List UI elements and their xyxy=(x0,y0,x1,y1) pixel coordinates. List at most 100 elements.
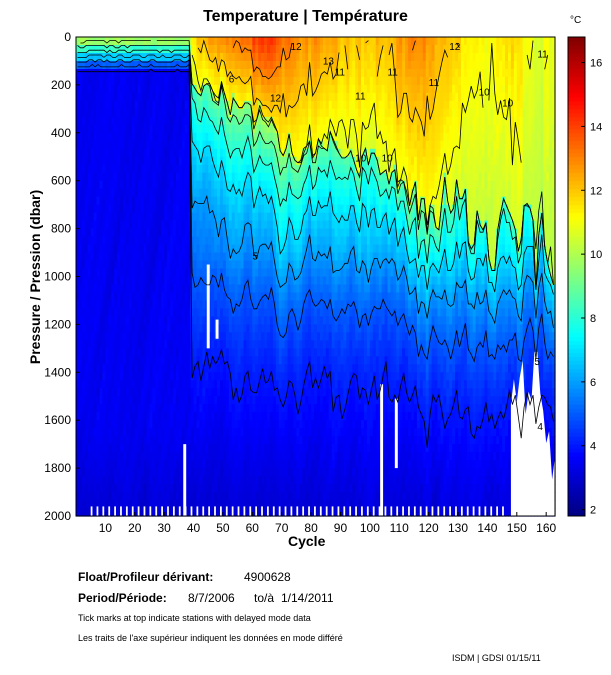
heatmap-cell xyxy=(149,300,154,310)
heatmap-cell xyxy=(290,116,295,126)
heatmap-cell xyxy=(249,364,253,373)
heatmap-cell xyxy=(155,436,159,445)
heatmap-cell xyxy=(305,76,309,86)
heatmap-cell xyxy=(146,356,151,365)
heatmap-cell xyxy=(222,452,227,461)
heatmap-cell xyxy=(99,492,104,501)
heatmap-cell xyxy=(117,60,121,70)
heatmap-cell xyxy=(258,388,262,397)
heatmap-cell xyxy=(78,364,83,373)
heatmap-cell xyxy=(193,468,198,477)
heatmap-cell xyxy=(234,212,239,222)
heatmap-cell xyxy=(193,404,198,413)
heatmap-cell xyxy=(314,68,318,78)
heatmap-cell xyxy=(120,124,124,134)
heatmap-cell xyxy=(275,52,280,62)
heatmap-cell xyxy=(117,76,121,86)
heatmap-cell xyxy=(281,260,286,270)
heatmap-cell xyxy=(287,324,292,333)
heatmap-cell xyxy=(316,388,321,397)
heatmap-cell xyxy=(146,404,151,413)
heatmap-cell xyxy=(76,348,80,357)
heatmap-cell xyxy=(105,204,109,214)
heatmap-cell xyxy=(314,316,318,325)
heatmap-cell xyxy=(258,108,262,118)
heatmap-cell xyxy=(76,372,80,381)
heatmap-cell xyxy=(184,68,189,78)
heatmap-cell xyxy=(149,148,154,158)
heatmap-cell xyxy=(187,300,192,310)
heatmap-cell xyxy=(208,340,212,349)
heatmap-cell xyxy=(217,180,221,190)
heatmap-cell xyxy=(146,284,151,294)
heatmap-cell xyxy=(240,276,245,286)
heatmap-cell xyxy=(311,428,315,437)
heatmap-cell xyxy=(316,92,321,102)
heatmap-cell xyxy=(84,116,89,126)
heatmap-cell xyxy=(314,228,318,238)
heatmap-cell xyxy=(311,292,315,302)
heatmap-cell xyxy=(114,204,118,214)
heatmap-cell xyxy=(196,292,201,302)
heatmap-cell xyxy=(143,116,148,126)
heatmap-cell xyxy=(311,284,315,294)
heatmap-cell xyxy=(237,92,242,102)
heatmap-cell xyxy=(284,364,289,373)
heatmap-cell xyxy=(108,412,112,421)
heatmap-cell xyxy=(114,284,118,294)
heatmap-cell xyxy=(311,396,315,405)
heatmap-cell xyxy=(225,500,230,509)
heatmap-cell xyxy=(190,276,195,286)
heatmap-cell xyxy=(249,180,253,190)
heatmap-cell xyxy=(131,308,136,318)
heatmap-cell xyxy=(167,212,171,222)
heatmap-cell xyxy=(76,444,80,453)
heatmap-cell xyxy=(84,444,89,453)
heatmap-cell xyxy=(123,220,127,230)
heatmap-cell xyxy=(149,492,154,501)
heatmap-cell xyxy=(99,508,104,517)
heatmap-cell xyxy=(117,268,121,278)
heatmap-cell xyxy=(187,428,192,437)
heatmap-cell xyxy=(102,76,106,86)
heatmap-cell xyxy=(125,252,130,262)
heatmap-cell xyxy=(243,332,248,341)
heatmap-cell xyxy=(281,76,286,86)
heatmap-cell xyxy=(278,212,283,222)
heatmap-cell xyxy=(193,284,198,294)
heatmap-cell xyxy=(205,196,209,206)
heatmap-cell xyxy=(222,356,227,365)
heatmap-cell xyxy=(84,468,89,477)
heatmap-cell xyxy=(152,292,156,302)
heatmap-cell xyxy=(211,44,215,54)
heatmap-cell xyxy=(314,444,318,453)
heatmap-cell xyxy=(137,428,142,437)
heatmap-cell xyxy=(170,468,174,477)
heatmap-cell xyxy=(108,380,112,389)
heatmap-cell xyxy=(240,332,245,341)
heatmap-cell xyxy=(87,84,92,94)
heatmap-cell xyxy=(237,436,242,445)
heatmap-cell xyxy=(314,116,318,126)
heatmap-cell xyxy=(158,196,162,206)
heatmap-cell xyxy=(196,308,201,318)
heatmap-cell xyxy=(167,500,171,509)
heatmap-cell xyxy=(81,260,86,270)
heatmap-cell xyxy=(243,116,248,126)
heatmap-cell xyxy=(131,452,136,461)
heatmap-cell xyxy=(305,108,309,118)
heatmap-cell xyxy=(193,68,198,78)
heatmap-cell xyxy=(293,236,297,246)
heatmap-cell xyxy=(187,252,192,262)
heatmap-cell xyxy=(158,356,162,365)
heatmap-cell xyxy=(284,492,289,501)
heatmap-cell xyxy=(240,196,245,206)
heatmap-cell xyxy=(170,476,174,485)
heatmap-cell xyxy=(158,68,162,78)
heatmap-cell xyxy=(293,476,297,485)
heatmap-cell xyxy=(167,324,171,333)
heatmap-cell xyxy=(287,228,292,238)
heatmap-cell xyxy=(78,68,83,78)
heatmap-cell xyxy=(78,220,83,230)
heatmap-cell xyxy=(87,92,92,102)
